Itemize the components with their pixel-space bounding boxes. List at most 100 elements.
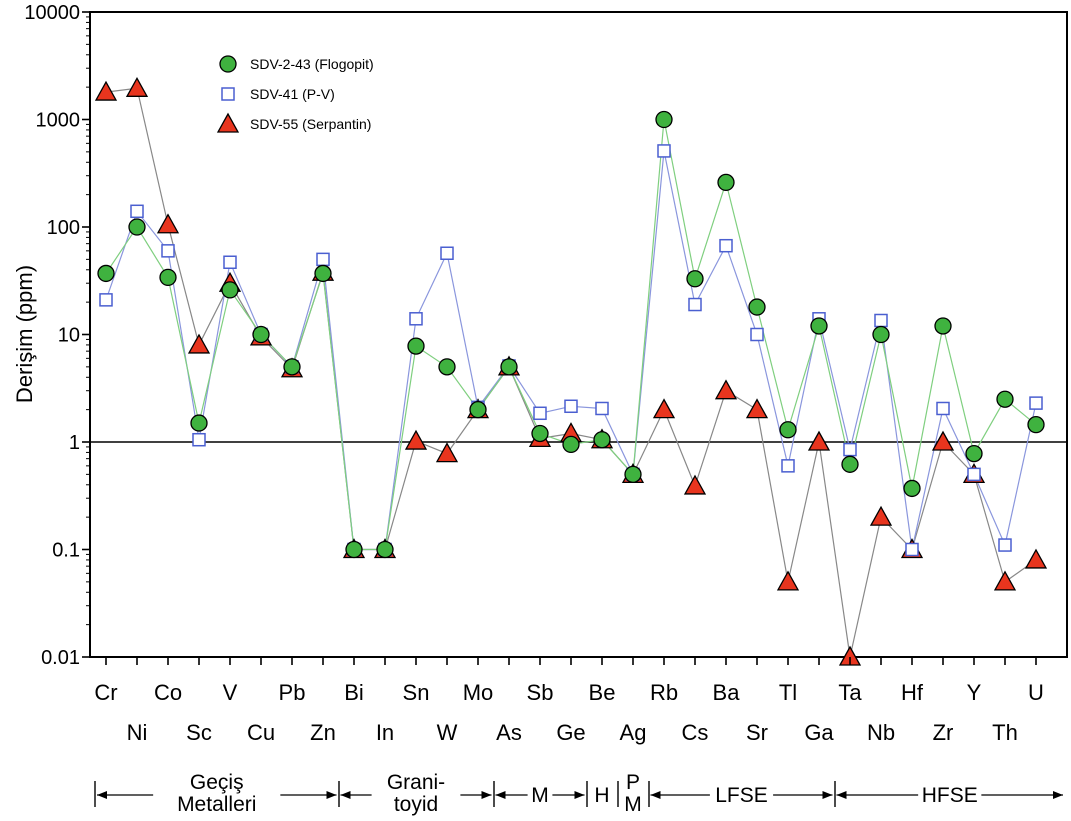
data-point — [131, 205, 143, 217]
x-tick-label: Tl — [779, 680, 797, 705]
x-tick-label: Ba — [713, 680, 741, 705]
y-tick-label: 10 — [58, 325, 80, 347]
data-point — [689, 299, 701, 311]
data-point — [441, 247, 453, 259]
x-tick-label: Mo — [463, 680, 494, 705]
data-point — [377, 542, 393, 558]
data-point — [873, 327, 889, 343]
data-point — [315, 265, 331, 281]
x-tick-label: Cr — [94, 680, 117, 705]
plot-border — [90, 12, 1067, 657]
data-point — [100, 294, 112, 306]
plot-area — [90, 12, 1067, 657]
x-tick-label: Be — [589, 680, 616, 705]
group-label: Grani-toyid — [387, 771, 445, 816]
data-point — [747, 400, 767, 418]
legend-marker — [218, 114, 238, 132]
group-label-line: LFSE — [715, 784, 768, 807]
x-tick-label: Ge — [556, 720, 585, 745]
data-point — [968, 468, 980, 480]
group-arrowhead — [97, 791, 107, 799]
data-point — [346, 542, 362, 558]
y-tick-label: 1000 — [36, 110, 81, 132]
data-point — [654, 400, 674, 418]
x-tick-label: W — [437, 720, 458, 745]
x-tick-label: As — [496, 720, 522, 745]
data-point — [129, 219, 145, 235]
data-point — [625, 466, 641, 482]
legend-marker — [222, 88, 234, 100]
data-point — [408, 338, 424, 354]
group-label: M — [531, 784, 549, 807]
series-line — [106, 88, 1036, 657]
y-tick-label: 10000 — [24, 2, 80, 24]
legend: SDV-2-43 (Flogopit) SDV-41 (P-V) SDV-55 (S… — [218, 56, 374, 132]
x-tick-label: Y — [967, 680, 982, 705]
data-point — [966, 446, 982, 462]
y-tick-label: 1 — [69, 432, 80, 454]
data-point — [222, 282, 238, 298]
x-axis: CrNiCoScVCuPbZnBiInSnWMoAsSbGeBeAgRbCsBa… — [94, 657, 1044, 745]
data-point — [189, 335, 209, 353]
data-point — [906, 544, 918, 556]
data-point — [935, 318, 951, 334]
series-line — [106, 151, 1036, 550]
data-point — [716, 381, 736, 399]
data-point — [224, 256, 236, 268]
data-point — [160, 269, 176, 285]
group-arrowhead — [823, 791, 833, 799]
x-tick-label: Sr — [746, 720, 768, 745]
data-point — [594, 432, 610, 448]
group-label: HFSE — [922, 784, 978, 807]
x-tick-label: Sc — [186, 720, 212, 745]
data-point — [317, 253, 329, 265]
x-tick-label: Sb — [527, 680, 554, 705]
data-point — [656, 112, 672, 128]
data-point — [1030, 397, 1042, 409]
y-tick-label: 0.01 — [41, 647, 80, 669]
x-tick-label: Cs — [682, 720, 709, 745]
data-point — [778, 572, 798, 590]
series-lines — [106, 88, 1036, 657]
group-label: H — [594, 784, 609, 807]
x-tick-label: V — [223, 680, 238, 705]
legend-label: SDV-2-43 (Flogopit) — [250, 56, 374, 72]
data-point — [410, 313, 422, 325]
data-point — [780, 422, 796, 438]
data-point — [565, 400, 577, 412]
x-tick-label: In — [376, 720, 394, 745]
data-point — [191, 415, 207, 431]
legend-label: SDV-41 (P-V) — [250, 86, 335, 102]
data-point — [501, 359, 517, 375]
data-point — [811, 318, 827, 334]
data-point — [1028, 417, 1044, 433]
data-point — [162, 245, 174, 257]
group-label-line: Metalleri — [177, 793, 256, 816]
data-point — [904, 480, 920, 496]
data-point — [875, 314, 887, 326]
x-tick-label: Cu — [247, 720, 275, 745]
data-point — [749, 299, 765, 315]
data-point — [470, 402, 486, 418]
data-point — [809, 432, 829, 450]
x-tick-label: U — [1028, 680, 1044, 705]
legend-marker — [220, 56, 236, 72]
data-point — [842, 456, 858, 472]
x-tick-label: Zn — [310, 720, 336, 745]
x-tick-label: Th — [992, 720, 1018, 745]
data-point — [1026, 550, 1046, 568]
y-axis-label: Derişim (ppm) — [12, 265, 37, 403]
data-point — [995, 572, 1015, 590]
x-tick-label: Ga — [804, 720, 834, 745]
data-point — [937, 402, 949, 414]
data-point — [563, 436, 579, 452]
data-point — [687, 271, 703, 287]
legend-label: SDV-55 (Serpantin) — [250, 116, 371, 132]
data-point — [718, 174, 734, 190]
data-point — [782, 460, 794, 472]
data-point — [751, 329, 763, 341]
data-point — [437, 444, 457, 462]
data-point — [127, 78, 147, 96]
